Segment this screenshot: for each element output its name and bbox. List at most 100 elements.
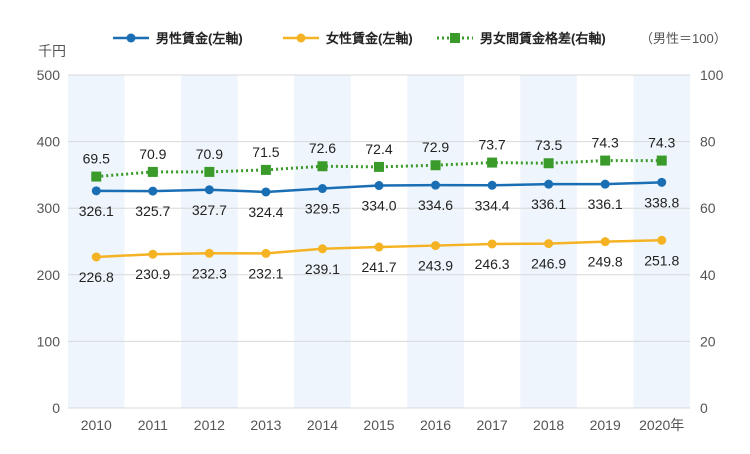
left-tick-0: 0 [52,400,60,416]
point-s0-8 [544,179,554,189]
left-tick-400: 400 [37,134,61,150]
left-tick-100: 100 [37,333,61,349]
x-tick-4: 2014 [307,417,338,433]
label-s0-2: 327.7 [192,202,227,218]
right-tick-0: 0 [700,400,708,416]
point-s1-5 [374,242,384,252]
label-s0-3: 324.4 [248,204,283,220]
point-s2-0 [91,171,102,182]
point-s1-9 [600,237,610,247]
label-s0-7: 334.4 [475,197,510,213]
left-tick-300: 300 [37,200,61,216]
point-s1-8 [544,239,554,249]
point-s1-4 [317,244,327,254]
x-tick-2: 2012 [194,417,225,433]
x-axis-ticks: 2010 2011 2012 2013 2014 2015 2016 2017 2018 2019… [81,417,685,433]
point-s2-2 [204,166,215,177]
legend-note: （男性＝100） [640,31,727,46]
label-s2-7: 73.7 [478,137,505,153]
right-tick-20: 20 [700,333,716,349]
label-s0-5: 334.0 [361,198,396,214]
right-tick-100: 100 [700,67,724,83]
x-tick-6: 2016 [420,417,451,433]
label-s2-5: 72.4 [365,141,392,157]
left-axis-unit: 千円 [38,43,66,59]
point-s1-1 [148,249,158,259]
right-tick-40: 40 [700,267,716,283]
point-s0-2 [204,185,214,195]
label-s2-4: 72.6 [309,140,336,156]
label-s2-8: 73.5 [535,137,562,153]
point-s2-7 [487,157,498,168]
point-s0-5 [374,181,384,191]
point-s0-7 [487,180,497,190]
point-s0-1 [148,186,158,196]
point-s1-3 [261,248,271,258]
label-s2-9: 74.3 [592,135,619,151]
label-s1-10: 251.8 [644,252,679,268]
right-tick-80: 80 [700,134,716,150]
label-s0-0: 326.1 [79,203,114,219]
band-2014 [294,75,351,408]
label-s1-8: 246.9 [531,256,566,272]
data-labels: 326.1 325.7 327.7 324.4 329.5 334.0 334.6 334.4… [79,135,680,285]
label-s1-2: 232.3 [192,265,227,281]
label-s1-3: 232.1 [248,265,283,281]
label-s0-4: 329.5 [305,201,340,217]
label-s1-0: 226.8 [79,269,114,285]
label-s2-6: 72.9 [422,139,449,155]
point-s0-10 [657,177,667,187]
x-tick-8: 2018 [533,417,564,433]
label-s0-1: 325.7 [135,203,170,219]
point-s2-9 [600,155,611,166]
point-s1-6 [431,241,441,251]
x-tick-5: 2015 [363,417,394,433]
label-s1-9: 249.8 [588,254,623,270]
label-s2-2: 70.9 [196,146,223,162]
point-s0-3 [261,187,271,197]
point-s1-10 [657,235,667,245]
point-s0-0 [91,186,101,196]
legend-label-0: 男性賃金(左軸) [156,31,243,46]
label-s2-0: 69.5 [83,151,110,167]
point-s2-10 [656,155,667,166]
band-2012 [181,75,238,408]
label-s1-1: 230.9 [135,266,170,282]
left-tick-500: 500 [37,67,61,83]
point-s0-9 [600,179,610,189]
x-tick-3: 2013 [250,417,281,433]
label-s2-3: 71.5 [252,144,279,160]
legend-marker-0 [126,33,136,43]
series-lines [91,155,667,262]
point-s2-3 [260,164,271,175]
label-s1-6: 243.9 [418,258,453,274]
point-s1-2 [204,248,214,258]
legend-label-1: 女性賃金(左軸) [326,31,413,46]
left-tick-200: 200 [37,267,61,283]
x-tick-0: 2010 [81,417,112,433]
series-line-2 [96,159,662,179]
band-2010 [68,75,125,408]
point-s1-0 [91,252,101,262]
x-tick-1: 2011 [138,417,168,433]
label-s2-10: 74.3 [648,135,675,151]
x-tick-7: 2017 [477,417,508,433]
label-s1-5: 241.7 [361,259,396,275]
point-s0-4 [317,184,327,194]
legend-marker-2 [450,33,460,43]
point-s2-1 [147,166,158,177]
point-s0-6 [431,180,441,190]
point-s2-4 [317,161,328,172]
label-s2-1: 70.9 [139,146,166,162]
right-axis-ticks: 0 20 40 60 80 100 [700,67,724,416]
label-s0-8: 336.1 [531,196,566,212]
label-s0-6: 334.6 [418,197,453,213]
left-axis-ticks: 0 100 200 300 400 500 [37,67,61,416]
label-s0-10: 338.8 [644,194,679,210]
legend: 男性賃金(左軸) 女性賃金(左軸) 男女間賃金格差(右軸) （男性＝100） [113,31,727,46]
x-tick-9: 2019 [590,417,621,433]
legend-label-2: 男女間賃金格差(右軸) [480,31,606,46]
label-s1-7: 246.3 [475,256,510,272]
label-s0-9: 336.1 [588,196,623,212]
